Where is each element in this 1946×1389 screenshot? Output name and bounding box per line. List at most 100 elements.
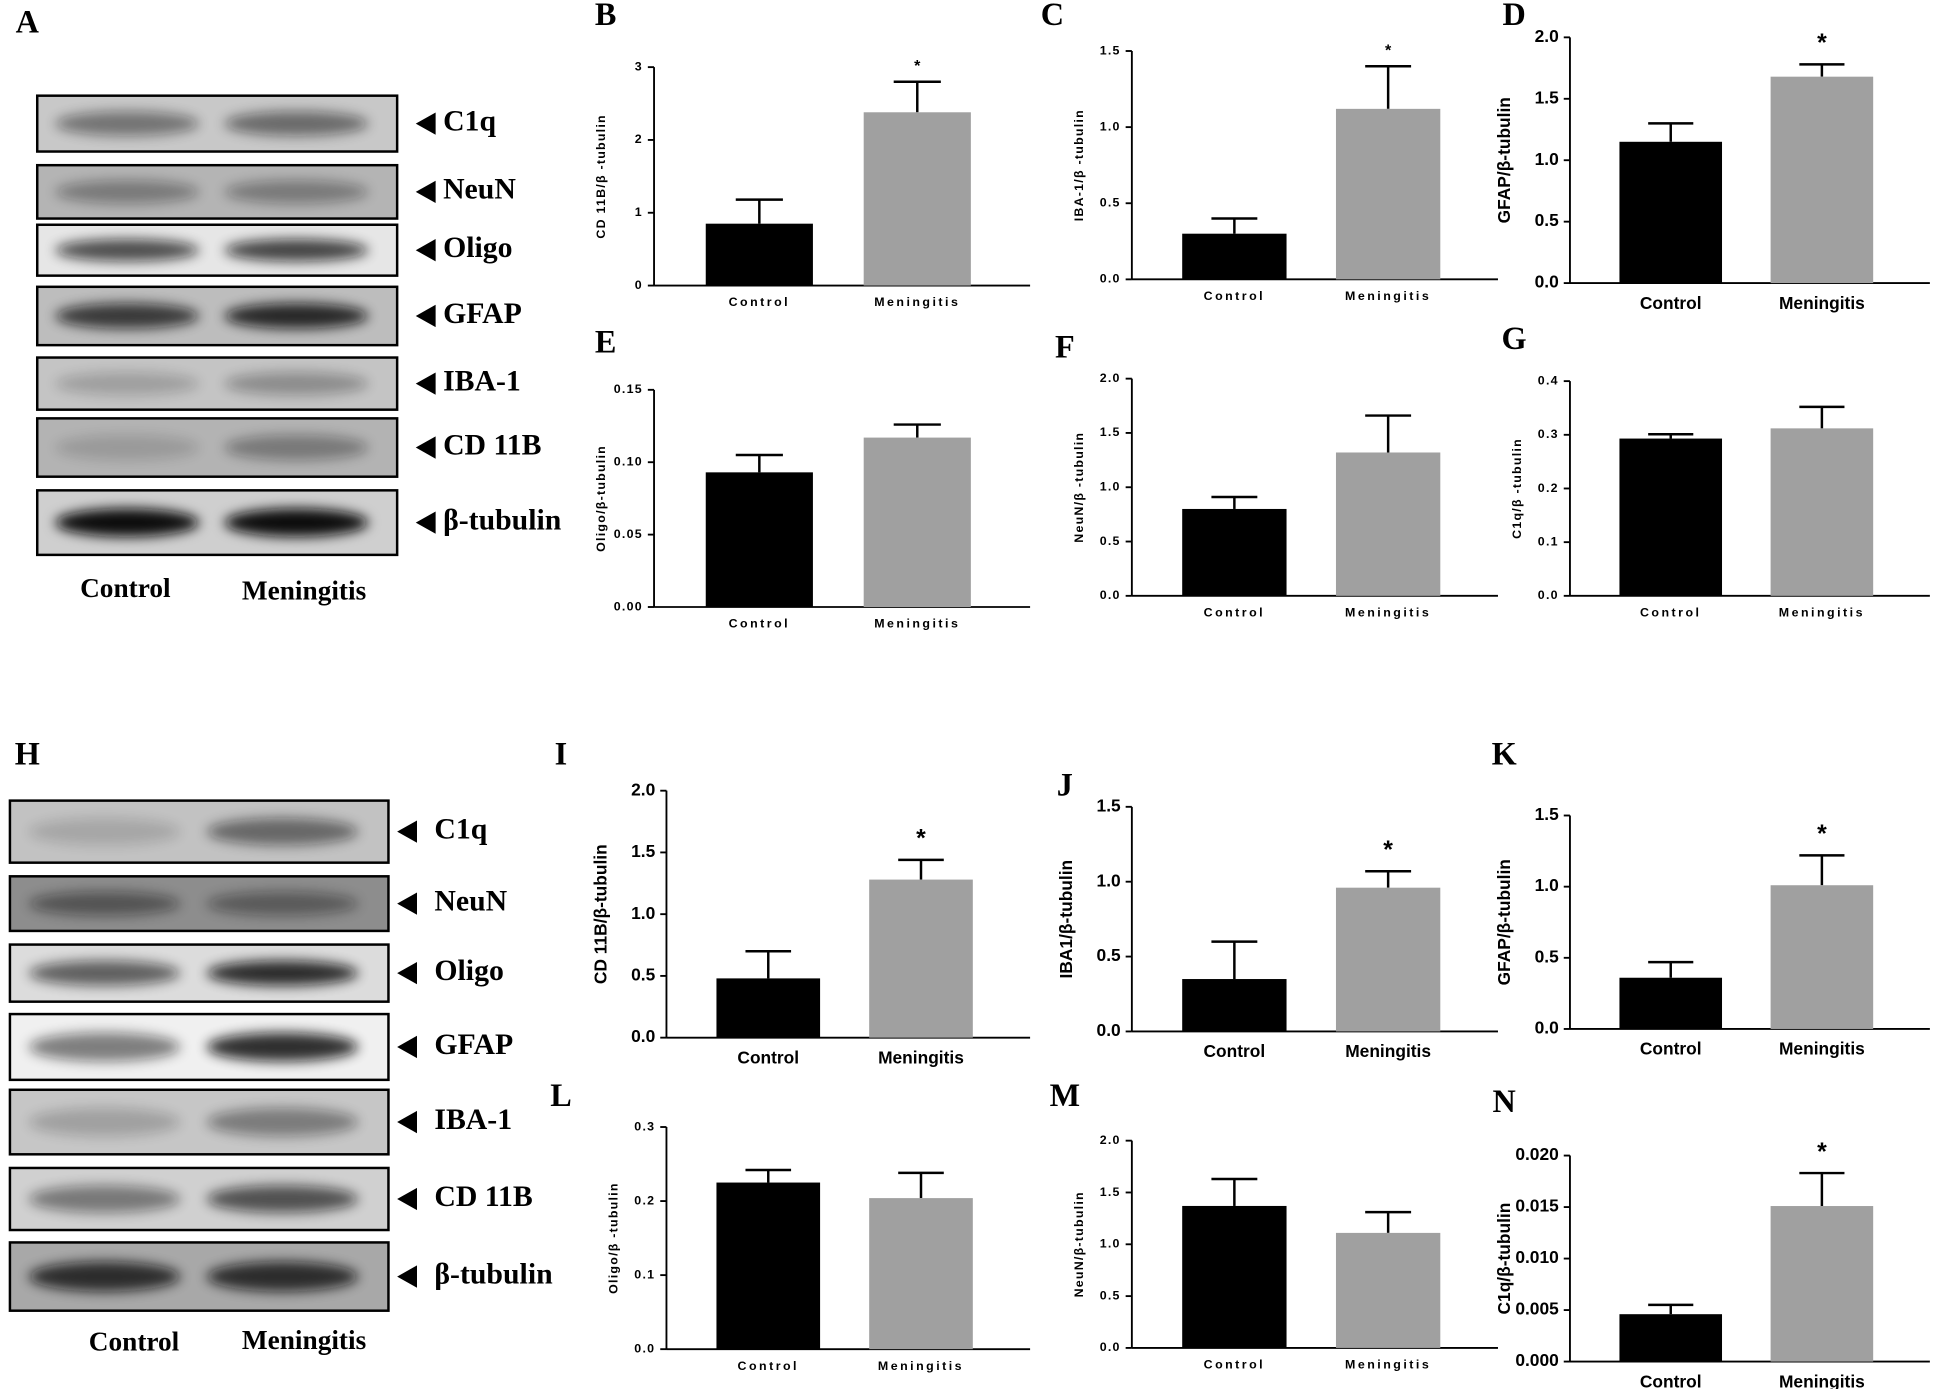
y-axis-label: C1q/β -tubulin	[1510, 438, 1524, 539]
bar	[1182, 979, 1287, 1032]
y-tick-label: 2.0	[1100, 1133, 1121, 1147]
blot-band	[55, 180, 200, 204]
band-label: CD 11B	[434, 1180, 533, 1213]
x-tick-label: Meningitis	[1345, 605, 1431, 619]
bar-chart: F 0.0 0.5 1.0 1.5 2.0 NeuN/β -tubulin Control Me…	[1055, 329, 1498, 619]
y-axis-label: C1q/β-tubulin	[1494, 1203, 1514, 1315]
y-tick-label: 0.5	[1100, 1288, 1121, 1302]
bar	[869, 879, 973, 1038]
bar	[863, 437, 971, 608]
bar	[863, 112, 971, 286]
x-tick-label: Control	[1204, 605, 1265, 619]
arrowhead	[415, 304, 436, 328]
bar	[1619, 977, 1723, 1029]
blot-band	[206, 960, 359, 986]
y-axis-label: GFAP/β-tubulin	[1494, 859, 1514, 985]
x-tick-label: Control	[1640, 1371, 1702, 1389]
significance-label: *	[1385, 42, 1392, 60]
bar-chart: M 0.0 0.5 1.0 1.5 2.0 NeuN/β-tubulin Control Men…	[1050, 1077, 1498, 1372]
y-tick-label: 0	[635, 278, 643, 292]
bar-chart: L 0.0 0.1 0.2 0.3 Oligo/β -tubulin Control Meni…	[550, 1077, 1031, 1373]
blot-band	[206, 1107, 359, 1137]
x-tick-label: Control	[1640, 605, 1701, 619]
x-tick-label: Meningitis	[1779, 1039, 1865, 1059]
x-tick-label: Control	[1204, 1358, 1265, 1372]
x-tick-label: Meningitis	[1779, 293, 1865, 313]
y-tick-label: 0.0	[1535, 272, 1559, 292]
bar-chart: D 0.0 0.5 1.0 1.5 2.0 GFAP/β-tubulin Control Men…	[1494, 0, 1930, 313]
panel-letter: A	[16, 3, 40, 39]
blot-band	[55, 239, 200, 262]
lane-label: Control	[89, 1326, 180, 1356]
y-axis-label: Oligo/β -tubulin	[607, 1182, 621, 1294]
band-label: β-tubulin	[434, 1257, 553, 1290]
significance-label: *	[914, 57, 921, 75]
y-tick-label: 0.0	[631, 1026, 655, 1046]
band-label: GFAP	[434, 1028, 513, 1061]
bar	[869, 1198, 973, 1350]
arrowhead	[415, 436, 436, 459]
y-tick-label: 0.1	[1538, 534, 1559, 548]
y-tick-label: 3	[635, 59, 643, 73]
bar-chart: J 0.0 0.5 1.0 1.5 IBA1/β-tubulin Control Mening…	[1056, 767, 1498, 1061]
blot-band	[224, 303, 369, 329]
bar	[1335, 887, 1441, 1032]
y-tick-label: 1	[635, 205, 643, 219]
y-axis-label: NeuN/β -tubulin	[1072, 432, 1086, 543]
y-tick-label: 0.5	[1100, 196, 1121, 210]
arrowhead	[397, 1110, 417, 1134]
y-tick-label: 0.1	[634, 1267, 655, 1281]
y-tick-label: 0.0	[1100, 1340, 1121, 1354]
x-tick-label: Meningitis	[878, 1047, 964, 1067]
blot-band	[224, 434, 369, 461]
y-tick-label: 1.0	[1100, 1237, 1121, 1251]
y-tick-label: 0.3	[1538, 427, 1559, 441]
panel-letter: F	[1055, 329, 1075, 365]
panel-letter: C	[1041, 0, 1064, 32]
x-tick-label: Meningitis	[878, 1359, 964, 1373]
band-label: GFAP	[443, 297, 522, 330]
panel-letter: L	[550, 1077, 572, 1113]
band-label: CD 11B	[443, 428, 542, 461]
bar	[1770, 76, 1874, 284]
bar	[1770, 1206, 1874, 1362]
bar	[716, 978, 821, 1038]
y-tick-label: 0.5	[1535, 946, 1559, 966]
bar-chart: N 0.000 0.005 0.010 0.015 0.020 C1q/β-tubulin C…	[1493, 1083, 1930, 1389]
y-tick-label: 1.0	[1100, 119, 1121, 133]
arrowhead	[397, 892, 417, 915]
y-tick-label: 0.0	[1100, 588, 1121, 602]
arrowhead	[415, 239, 436, 262]
arrowhead	[415, 372, 436, 395]
y-axis-label: IBA-1/β -tubulin	[1072, 109, 1086, 221]
y-tick-label: 0.5	[1097, 945, 1121, 965]
bar	[1182, 233, 1287, 280]
y-axis-label: IBA1/β-tubulin	[1056, 860, 1076, 979]
y-tick-label: 0.05	[614, 527, 643, 541]
arrowhead	[397, 1035, 417, 1059]
y-tick-label: 1.0	[631, 903, 655, 923]
bar	[716, 1182, 821, 1350]
band-label: C1q	[434, 812, 487, 845]
y-tick-label: 0.00	[614, 599, 643, 613]
y-tick-label: 1.0	[1100, 480, 1121, 494]
y-tick-label: 0.5	[1535, 210, 1559, 230]
bar	[1619, 141, 1723, 284]
blot-band	[224, 111, 369, 136]
bar	[1182, 508, 1287, 596]
arrowhead	[397, 820, 417, 843]
x-tick-label: Meningitis	[1779, 605, 1865, 619]
significance-label: *	[1817, 1139, 1827, 1166]
bar	[1770, 428, 1874, 596]
arrowhead	[415, 112, 436, 135]
bar-chart: I 0.0 0.5 1.0 1.5 2.0 CD 11B/β-tubulin Control M…	[555, 736, 1031, 1067]
bar	[1770, 885, 1874, 1029]
blot-band	[206, 1032, 359, 1062]
significance-label: *	[916, 826, 926, 853]
panel-letter: E	[595, 324, 617, 360]
blot-band	[55, 111, 200, 136]
y-tick-label: 1.0	[1535, 149, 1559, 169]
y-tick-label: 0.000	[1515, 1350, 1558, 1370]
band-label: NeuN	[434, 884, 507, 917]
y-tick-label: 0.015	[1515, 1196, 1559, 1216]
